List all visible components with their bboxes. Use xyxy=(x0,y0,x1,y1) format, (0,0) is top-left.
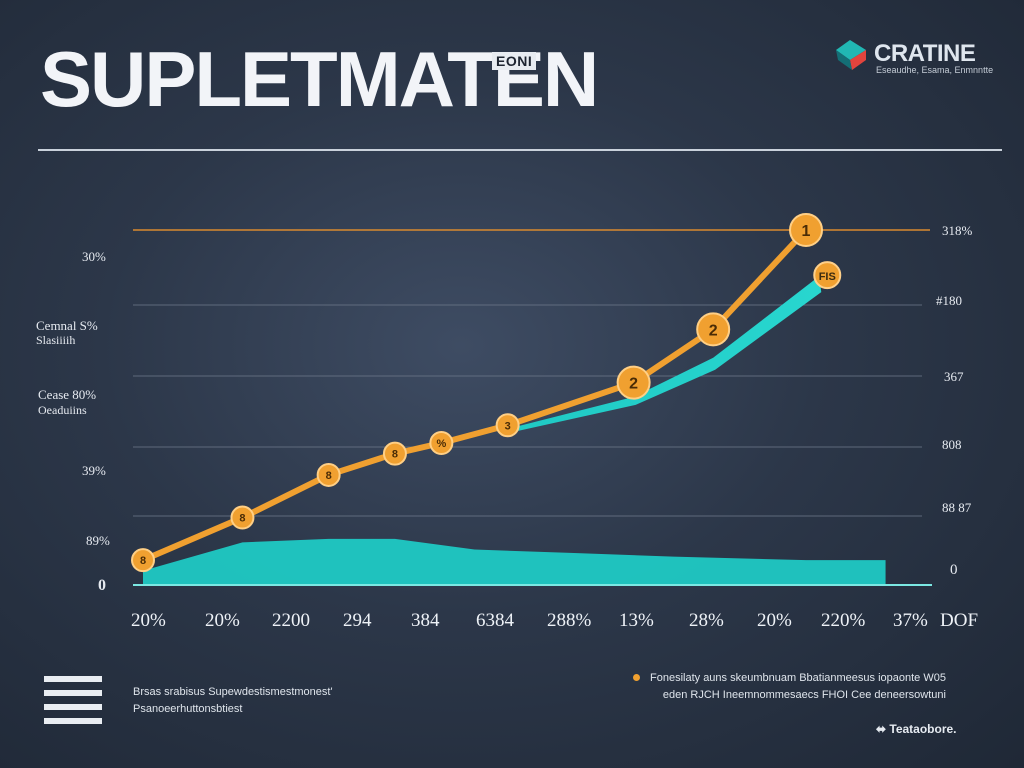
footer-left: Brsas srabisus Supewdestismestmonest' Ps… xyxy=(133,684,333,718)
y-label-right-1: #180 xyxy=(936,293,962,308)
orange-point-label-1: 8 xyxy=(239,513,245,525)
orange-point-4 xyxy=(429,431,454,455)
brand-subtitle: Eseaudhe, Esama, Enmnntte xyxy=(876,65,994,75)
orange-point-2 xyxy=(316,462,341,487)
y-label-left-2: Slasiiiih xyxy=(36,333,76,347)
x-label-1: 20% xyxy=(205,610,240,631)
brand-name: CRATINE xyxy=(874,40,976,67)
x-label-5: 6384 xyxy=(476,610,514,631)
x-label-2: 2200 xyxy=(272,610,310,631)
orange-point-label-2: 8 xyxy=(326,470,332,482)
orange-point-label-4: % xyxy=(436,438,446,450)
x-label-11: 37% xyxy=(893,610,928,631)
teal-end-label: FIS xyxy=(819,271,836,283)
x-label-8: 28% xyxy=(689,610,724,631)
orange-point-6 xyxy=(616,365,651,400)
orange-point-3 xyxy=(382,441,407,466)
footer-brand-name: Teataobore. xyxy=(889,722,957,736)
footer-brand-icon: ⬌ xyxy=(876,722,890,736)
orange-point-8 xyxy=(789,213,823,247)
orange-point-label-6: 2 xyxy=(629,376,638,393)
title-tag: EONI xyxy=(492,52,537,70)
orange-point-label-7: 2 xyxy=(709,322,718,339)
brand-block: CRATINE Eseaudhe, Esama, Enmnntte xyxy=(836,38,996,78)
y-label-left-3: Cease 80% xyxy=(38,387,97,402)
footer-bullet-icon xyxy=(633,674,640,681)
y-label-left-5: 39% xyxy=(82,463,106,478)
y-label-right-5: 0 xyxy=(950,562,958,578)
y-label-right-3: 808 xyxy=(942,437,962,452)
y-label-left-1: Cemnal S% xyxy=(36,318,98,333)
menu-icon[interactable] xyxy=(44,676,102,728)
footer-right-line2: eden RJCH Ineemnommesaecs FHOI Cee denee… xyxy=(662,689,946,701)
orange-point-1 xyxy=(230,505,255,530)
footer-brand: ⬌ Teataobore. xyxy=(876,722,957,736)
orange-point-5 xyxy=(495,413,520,438)
footer-right: Fonesilaty auns skeumbnuam Bbatianmeesus… xyxy=(650,670,946,704)
x-label-4: 384 xyxy=(411,610,440,631)
y-label-right-0: 318% xyxy=(942,223,973,238)
y-label-right-2: 367 xyxy=(944,369,964,384)
y-label-right-4: 88 87 xyxy=(942,500,972,515)
brand-logo-icon xyxy=(836,40,866,70)
orange-point-0 xyxy=(131,548,155,573)
header-divider xyxy=(38,149,1002,151)
orange-point-7 xyxy=(696,312,731,347)
y-label-left-4: Oeaduiins xyxy=(38,403,87,417)
x-label-10: 220% xyxy=(821,610,866,631)
y-label-left-7: 0 xyxy=(98,577,106,594)
x-label-0: 20% xyxy=(131,610,166,631)
orange-point-label-0: 8 xyxy=(140,555,146,567)
x-label-3: 294 xyxy=(343,610,372,631)
orange-point-label-3: 8 xyxy=(392,449,398,461)
footer-right-line1: Fonesilaty auns skeumbnuam Bbatianmeesus… xyxy=(650,672,946,684)
teal-end-marker xyxy=(813,261,842,290)
orange-point-label-8: 1 xyxy=(802,223,811,240)
footer-left-line2: Psanoeerhuttonsbtiest xyxy=(133,703,243,715)
y-label-left-6: 89% xyxy=(86,533,110,548)
footer-left-line1: Brsas srabisus Supewdestismestmonest' xyxy=(133,686,333,698)
orange-point-label-5: 3 xyxy=(505,420,511,432)
x-label-9: 20% xyxy=(757,610,792,631)
y-label-left-0: 30% xyxy=(82,249,106,264)
teal-area xyxy=(143,538,886,585)
x-label-6: 288% xyxy=(547,610,592,631)
x-label-7: 13% xyxy=(619,610,654,631)
x-label-12: DOF xyxy=(940,610,979,631)
